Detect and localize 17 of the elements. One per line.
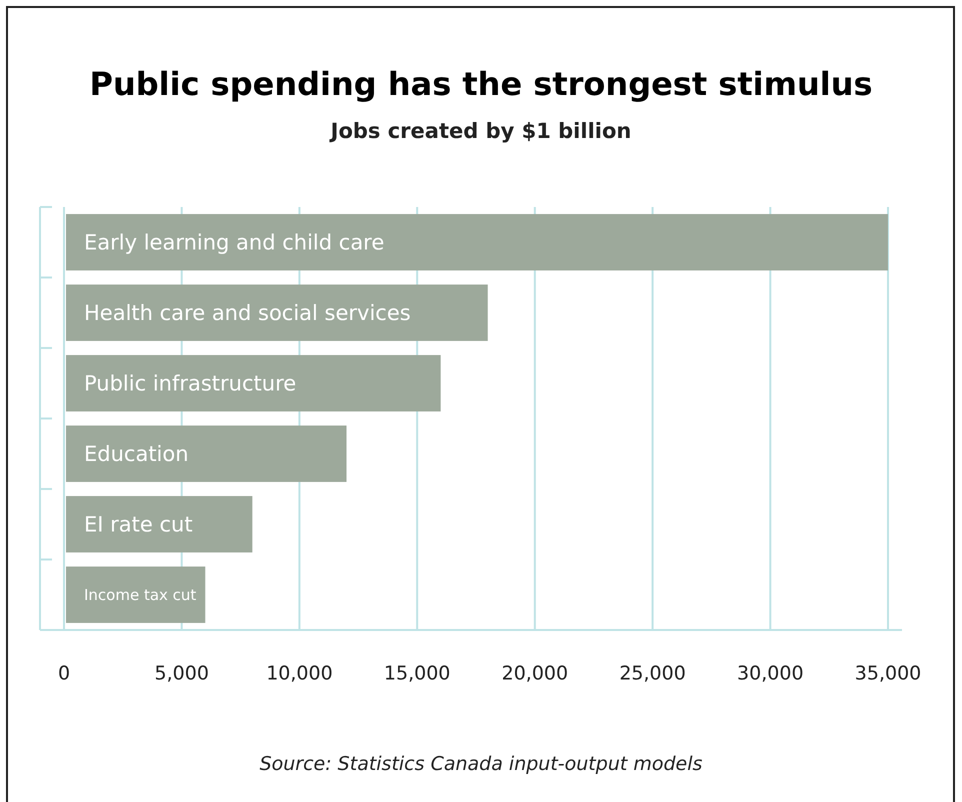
y-tick-label: Health care and social services	[84, 301, 411, 326]
source-note: Source: Statistics Canada input-output models	[260, 753, 703, 775]
x-tick-label: 10,000	[266, 662, 333, 684]
y-tick-label: Education	[84, 442, 189, 466]
x-tick-label: 35,000	[854, 662, 922, 684]
chart-subtitle: Jobs created by $1 billion	[328, 119, 632, 143]
x-tick-label: 0	[58, 662, 70, 684]
y-tick-label: Public infrastructure	[84, 372, 296, 396]
y-tick-label: Income tax cut	[84, 586, 196, 604]
x-tick-label: 15,000	[384, 662, 450, 684]
x-tick-label: 30,000	[737, 662, 804, 684]
y-tick-label: EI rate cut	[84, 512, 193, 537]
y-tick-label: Early learning and child care	[84, 230, 384, 255]
chart-title: Public spending has the strongest stimulus	[89, 65, 873, 103]
x-tick-label: 5,000	[154, 662, 209, 684]
x-tick-label: 25,000	[619, 662, 686, 684]
x-tick-label: 20,000	[502, 662, 568, 684]
